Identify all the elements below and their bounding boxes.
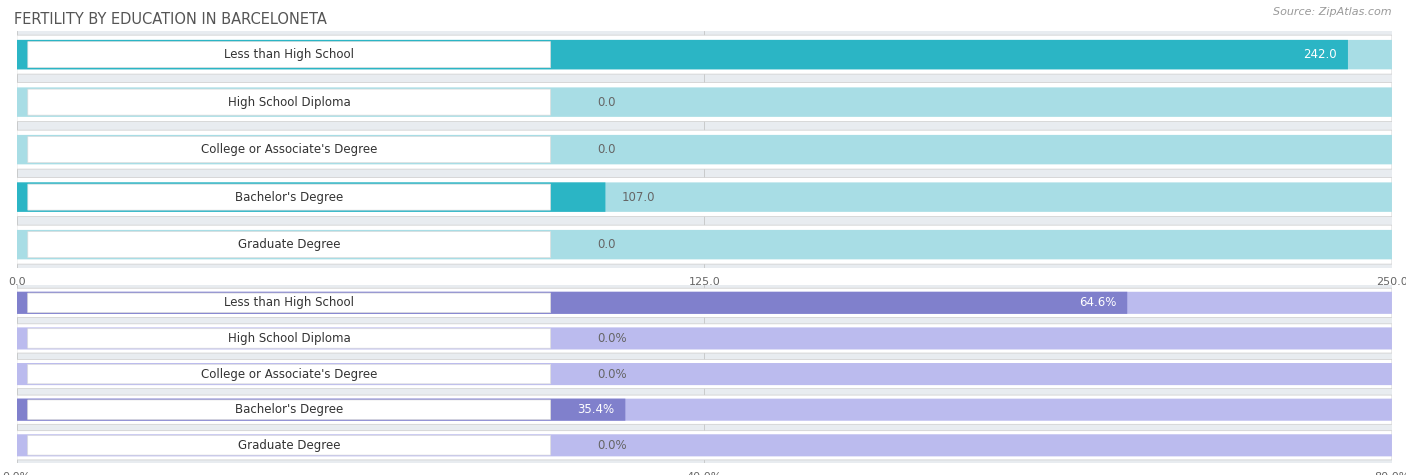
FancyBboxPatch shape: [17, 135, 1392, 164]
Text: 0.0: 0.0: [598, 238, 616, 251]
FancyBboxPatch shape: [28, 232, 551, 257]
Text: 64.6%: 64.6%: [1078, 296, 1116, 309]
FancyBboxPatch shape: [17, 292, 1128, 314]
FancyBboxPatch shape: [28, 89, 551, 115]
FancyBboxPatch shape: [28, 329, 551, 348]
Text: Less than High School: Less than High School: [224, 296, 354, 309]
Text: 0.0: 0.0: [598, 143, 616, 156]
Text: 107.0: 107.0: [621, 190, 655, 204]
FancyBboxPatch shape: [17, 230, 1392, 259]
Text: 0.0%: 0.0%: [598, 368, 627, 380]
Text: College or Associate's Degree: College or Associate's Degree: [201, 143, 377, 156]
Text: FERTILITY BY EDUCATION IN BARCELONETA: FERTILITY BY EDUCATION IN BARCELONETA: [14, 12, 328, 27]
FancyBboxPatch shape: [17, 327, 1392, 350]
Text: High School Diploma: High School Diploma: [228, 332, 350, 345]
FancyBboxPatch shape: [17, 292, 1392, 314]
Text: 242.0: 242.0: [1303, 48, 1337, 61]
FancyBboxPatch shape: [17, 225, 1392, 264]
FancyBboxPatch shape: [17, 399, 1392, 421]
FancyBboxPatch shape: [17, 178, 1392, 217]
FancyBboxPatch shape: [17, 182, 606, 212]
Text: 0.0%: 0.0%: [598, 439, 627, 452]
Text: 0.0: 0.0: [598, 95, 616, 109]
FancyBboxPatch shape: [28, 436, 551, 455]
FancyBboxPatch shape: [28, 137, 551, 162]
FancyBboxPatch shape: [17, 395, 1392, 424]
Text: Less than High School: Less than High School: [224, 48, 354, 61]
FancyBboxPatch shape: [17, 434, 1392, 456]
Text: Bachelor's Degree: Bachelor's Degree: [235, 190, 343, 204]
Text: 0.0%: 0.0%: [598, 332, 627, 345]
FancyBboxPatch shape: [17, 288, 1392, 317]
Text: Bachelor's Degree: Bachelor's Degree: [235, 403, 343, 416]
Text: 35.4%: 35.4%: [578, 403, 614, 416]
Text: Source: ZipAtlas.com: Source: ZipAtlas.com: [1274, 7, 1392, 17]
FancyBboxPatch shape: [17, 363, 1392, 385]
FancyBboxPatch shape: [17, 87, 1392, 117]
Text: High School Diploma: High School Diploma: [228, 95, 350, 109]
FancyBboxPatch shape: [17, 35, 1392, 74]
FancyBboxPatch shape: [28, 184, 551, 210]
FancyBboxPatch shape: [17, 324, 1392, 353]
FancyBboxPatch shape: [17, 83, 1392, 122]
FancyBboxPatch shape: [17, 40, 1348, 69]
Text: College or Associate's Degree: College or Associate's Degree: [201, 368, 377, 380]
FancyBboxPatch shape: [28, 400, 551, 419]
FancyBboxPatch shape: [17, 431, 1392, 460]
FancyBboxPatch shape: [17, 360, 1392, 389]
FancyBboxPatch shape: [17, 399, 626, 421]
FancyBboxPatch shape: [28, 293, 551, 313]
FancyBboxPatch shape: [28, 42, 551, 67]
FancyBboxPatch shape: [28, 364, 551, 384]
FancyBboxPatch shape: [17, 40, 1392, 69]
FancyBboxPatch shape: [17, 130, 1392, 169]
Text: Graduate Degree: Graduate Degree: [238, 439, 340, 452]
Text: Graduate Degree: Graduate Degree: [238, 238, 340, 251]
FancyBboxPatch shape: [17, 182, 1392, 212]
